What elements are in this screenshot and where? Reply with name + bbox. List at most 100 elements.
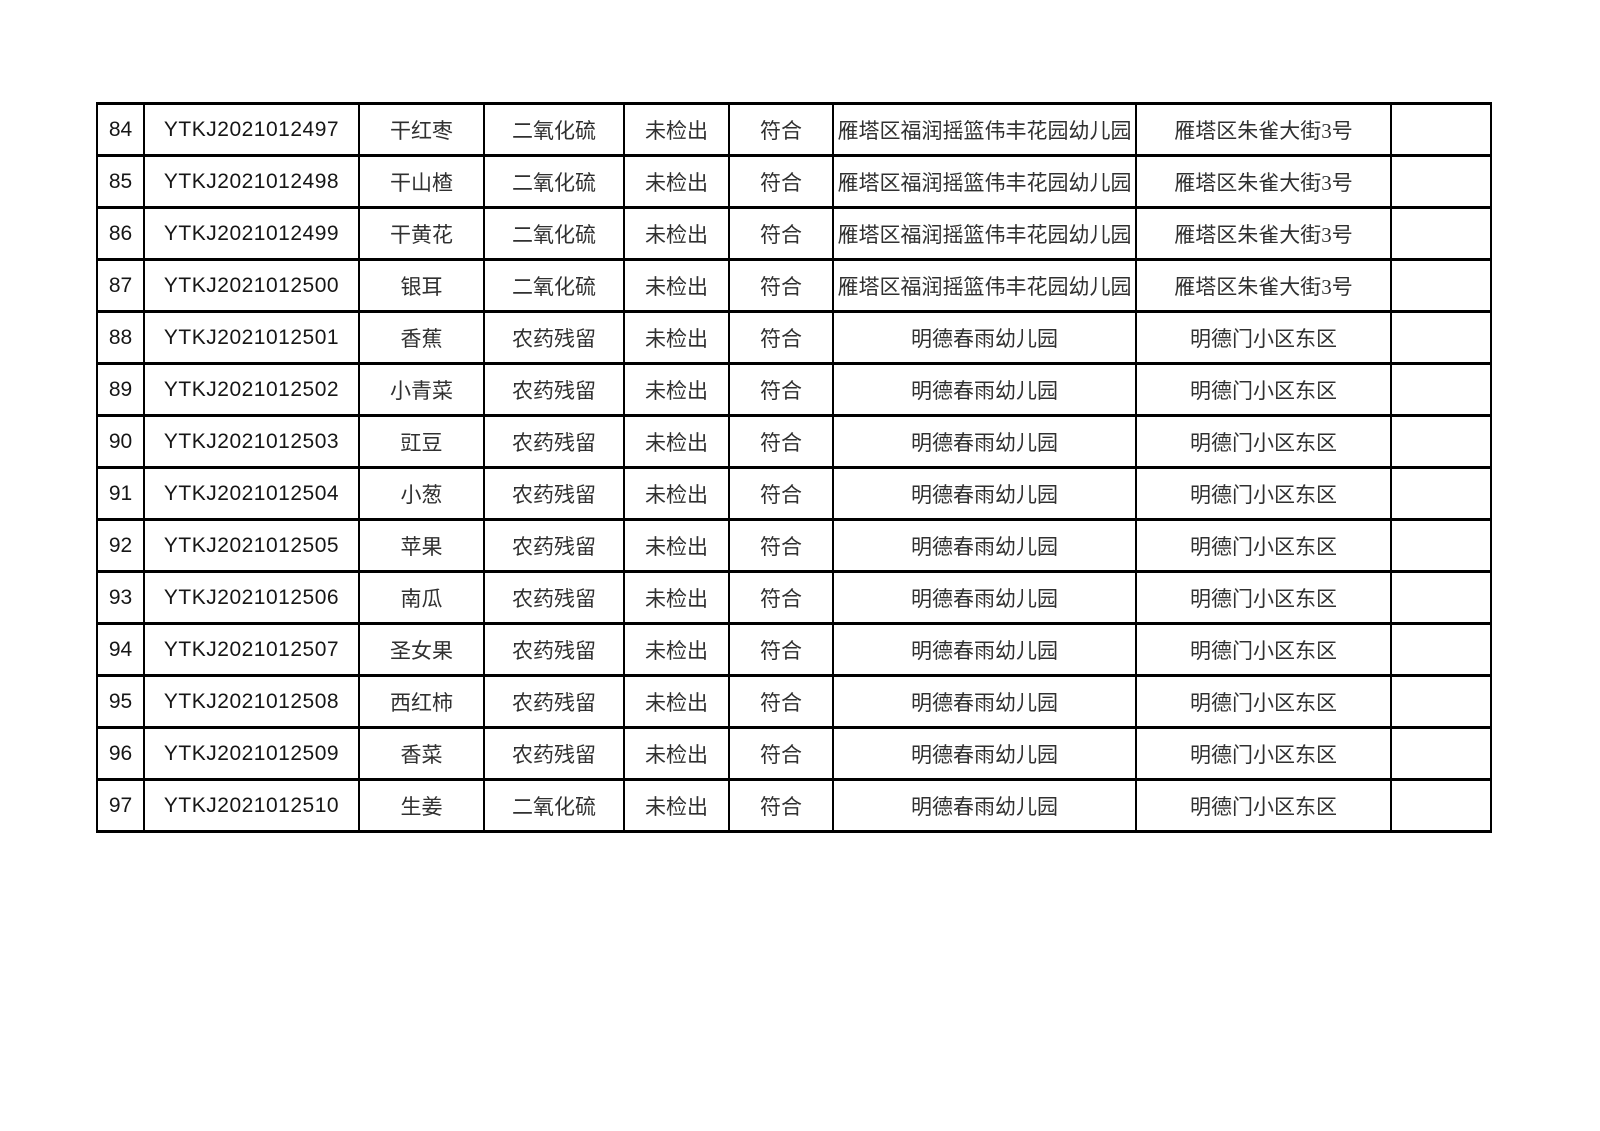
table-row: 88 YTKJ2021012501 香蕉 农药残留 未检出 符合 明德春雨幼儿园… <box>96 310 1492 365</box>
result-cell: 未检出 <box>623 362 730 417</box>
conclusion-cell: 符合 <box>728 414 834 469</box>
unit-address-cell: 明德门小区东区 <box>1135 362 1392 417</box>
row-number-cell: 91 <box>96 466 145 521</box>
unit-name-cell: 明德春雨幼儿园 <box>832 466 1137 521</box>
test-item-cell: 农药残留 <box>483 466 625 521</box>
result-cell: 未检出 <box>623 206 730 261</box>
sample-name-cell: 干山楂 <box>358 154 485 209</box>
result-cell: 未检出 <box>623 674 730 729</box>
sample-id-cell: YTKJ2021012508 <box>143 674 360 729</box>
row-number-cell: 90 <box>96 414 145 469</box>
remark-cell <box>1390 778 1492 833</box>
row-number-cell: 95 <box>96 674 145 729</box>
remark-cell <box>1390 570 1492 625</box>
table-row: 86 YTKJ2021012499 干黄花 二氧化硫 未检出 符合 雁塔区福润摇… <box>96 206 1492 261</box>
result-cell: 未检出 <box>623 518 730 573</box>
table-row: 92 YTKJ2021012505 苹果 农药残留 未检出 符合 明德春雨幼儿园… <box>96 518 1492 573</box>
sample-id-cell: YTKJ2021012510 <box>143 778 360 833</box>
unit-address-cell: 明德门小区东区 <box>1135 570 1392 625</box>
result-cell: 未检出 <box>623 154 730 209</box>
result-cell: 未检出 <box>623 466 730 521</box>
unit-name-cell: 明德春雨幼儿园 <box>832 778 1137 833</box>
conclusion-cell: 符合 <box>728 622 834 677</box>
result-cell: 未检出 <box>623 622 730 677</box>
result-cell: 未检出 <box>623 570 730 625</box>
sample-id-cell: YTKJ2021012505 <box>143 518 360 573</box>
table-row: 97 YTKJ2021012510 生姜 二氧化硫 未检出 符合 明德春雨幼儿园… <box>96 778 1492 833</box>
row-number-cell: 89 <box>96 362 145 417</box>
sample-name-cell: 香蕉 <box>358 310 485 365</box>
unit-address-cell: 明德门小区东区 <box>1135 518 1392 573</box>
conclusion-cell: 符合 <box>728 518 834 573</box>
sample-name-cell: 圣女果 <box>358 622 485 677</box>
sample-id-cell: YTKJ2021012509 <box>143 726 360 781</box>
result-cell: 未检出 <box>623 778 730 833</box>
test-item-cell: 农药残留 <box>483 622 625 677</box>
result-cell: 未检出 <box>623 726 730 781</box>
remark-cell <box>1390 622 1492 677</box>
table-row: 91 YTKJ2021012504 小葱 农药残留 未检出 符合 明德春雨幼儿园… <box>96 466 1492 521</box>
result-cell: 未检出 <box>623 102 730 157</box>
conclusion-cell: 符合 <box>728 154 834 209</box>
sample-name-cell: 南瓜 <box>358 570 485 625</box>
table-row: 95 YTKJ2021012508 西红柿 农药残留 未检出 符合 明德春雨幼儿… <box>96 674 1492 729</box>
table-body: 84 YTKJ2021012497 干红枣 二氧化硫 未检出 符合 雁塔区福润摇… <box>96 102 1492 833</box>
remark-cell <box>1390 466 1492 521</box>
conclusion-cell: 符合 <box>728 466 834 521</box>
unit-name-cell: 雁塔区福润摇篮伟丰花园幼儿园 <box>832 258 1137 313</box>
sample-id-cell: YTKJ2021012507 <box>143 622 360 677</box>
conclusion-cell: 符合 <box>728 570 834 625</box>
sample-id-cell: YTKJ2021012498 <box>143 154 360 209</box>
unit-address-cell: 明德门小区东区 <box>1135 726 1392 781</box>
unit-name-cell: 明德春雨幼儿园 <box>832 414 1137 469</box>
table-row: 85 YTKJ2021012498 干山楂 二氧化硫 未检出 符合 雁塔区福润摇… <box>96 154 1492 209</box>
remark-cell <box>1390 414 1492 469</box>
sample-name-cell: 西红柿 <box>358 674 485 729</box>
sample-id-cell: YTKJ2021012503 <box>143 414 360 469</box>
remark-cell <box>1390 258 1492 313</box>
table-row: 96 YTKJ2021012509 香菜 农药残留 未检出 符合 明德春雨幼儿园… <box>96 726 1492 781</box>
conclusion-cell: 符合 <box>728 674 834 729</box>
unit-address-cell: 明德门小区东区 <box>1135 674 1392 729</box>
unit-name-cell: 明德春雨幼儿园 <box>832 310 1137 365</box>
result-cell: 未检出 <box>623 414 730 469</box>
conclusion-cell: 符合 <box>728 258 834 313</box>
row-number-cell: 85 <box>96 154 145 209</box>
unit-address-cell: 雁塔区朱雀大街3号 <box>1135 102 1392 157</box>
sample-name-cell: 香菜 <box>358 726 485 781</box>
sample-name-cell: 银耳 <box>358 258 485 313</box>
sample-name-cell: 小葱 <box>358 466 485 521</box>
sample-name-cell: 干黄花 <box>358 206 485 261</box>
row-number-cell: 84 <box>96 102 145 157</box>
table-row: 89 YTKJ2021012502 小青菜 农药残留 未检出 符合 明德春雨幼儿… <box>96 362 1492 417</box>
sample-id-cell: YTKJ2021012506 <box>143 570 360 625</box>
row-number-cell: 97 <box>96 778 145 833</box>
row-number-cell: 86 <box>96 206 145 261</box>
conclusion-cell: 符合 <box>728 778 834 833</box>
remark-cell <box>1390 518 1492 573</box>
sample-id-cell: YTKJ2021012500 <box>143 258 360 313</box>
test-item-cell: 农药残留 <box>483 726 625 781</box>
test-item-cell: 二氧化硫 <box>483 102 625 157</box>
sample-id-cell: YTKJ2021012499 <box>143 206 360 261</box>
row-number-cell: 96 <box>96 726 145 781</box>
unit-address-cell: 明德门小区东区 <box>1135 622 1392 677</box>
remark-cell <box>1390 102 1492 157</box>
unit-name-cell: 明德春雨幼儿园 <box>832 570 1137 625</box>
row-number-cell: 88 <box>96 310 145 365</box>
remark-cell <box>1390 310 1492 365</box>
test-item-cell: 农药残留 <box>483 310 625 365</box>
unit-name-cell: 明德春雨幼儿园 <box>832 362 1137 417</box>
test-item-cell: 农药残留 <box>483 570 625 625</box>
conclusion-cell: 符合 <box>728 102 834 157</box>
sampling-results-table: 84 YTKJ2021012497 干红枣 二氧化硫 未检出 符合 雁塔区福润摇… <box>96 102 1492 833</box>
unit-name-cell: 明德春雨幼儿园 <box>832 726 1137 781</box>
sample-id-cell: YTKJ2021012497 <box>143 102 360 157</box>
conclusion-cell: 符合 <box>728 310 834 365</box>
table-row: 94 YTKJ2021012507 圣女果 农药残留 未检出 符合 明德春雨幼儿… <box>96 622 1492 677</box>
remark-cell <box>1390 206 1492 261</box>
table-row: 93 YTKJ2021012506 南瓜 农药残留 未检出 符合 明德春雨幼儿园… <box>96 570 1492 625</box>
remark-cell <box>1390 154 1492 209</box>
sample-name-cell: 干红枣 <box>358 102 485 157</box>
